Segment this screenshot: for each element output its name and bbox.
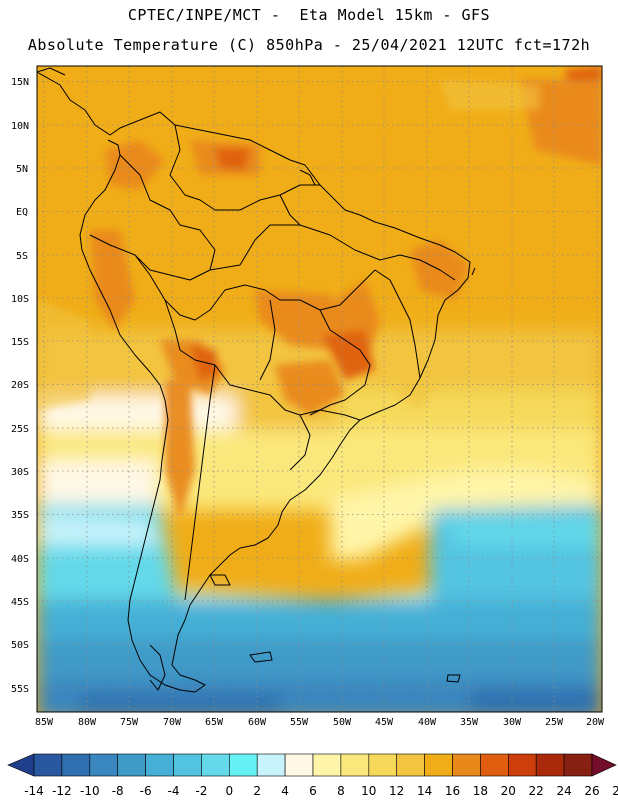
lon-label: 85W bbox=[35, 717, 54, 728]
colorbar-swatch bbox=[201, 753, 230, 777]
colorbar-tick-label: 20 bbox=[501, 784, 516, 798]
map-subtitle: Absolute Temperature (C) 850hPa - 25/04/… bbox=[27, 36, 591, 54]
colorbar-tick-label: 6 bbox=[309, 784, 317, 798]
map-frame bbox=[36, 65, 603, 713]
colorbar: -14 -12 -10 -8 -6 -4 -2 0 2 4 6 8 10 12 14 16 18 20 22 24 26… bbox=[7, 753, 618, 798]
colorbar-swatch bbox=[563, 753, 593, 777]
colorbar-tick-label: 10 bbox=[361, 784, 376, 798]
lat-label: 25S bbox=[11, 424, 29, 435]
colorbar-tick-label: 8 bbox=[337, 784, 345, 798]
colorbar-swatch bbox=[368, 753, 397, 777]
lon-label: 30W bbox=[503, 717, 522, 728]
lat-label: 20S bbox=[11, 380, 29, 391]
lat-label: 35S bbox=[11, 510, 29, 521]
colorbar-end-low bbox=[7, 753, 35, 777]
colorbar-tick-label: 22 bbox=[529, 784, 544, 798]
lon-label: 50W bbox=[333, 717, 352, 728]
colorbar-swatch bbox=[284, 753, 314, 777]
coastlines bbox=[37, 67, 476, 693]
lon-label: 40W bbox=[418, 717, 437, 728]
colorbar-tick-label: 26 bbox=[584, 784, 599, 798]
lon-label: 70W bbox=[163, 717, 182, 728]
lon-label: 45W bbox=[375, 717, 394, 728]
colorbar-swatch bbox=[424, 753, 453, 777]
lon-label: 65W bbox=[205, 717, 224, 728]
colorbar-tick-label: -12 bbox=[52, 784, 72, 798]
colorbar-tick-label: 16 bbox=[445, 784, 460, 798]
map-title: CPTEC/INPE/MCT - Eta Model 15km - GFS bbox=[127, 6, 491, 24]
lon-label: 20W bbox=[586, 717, 605, 728]
colorbar-swatch bbox=[340, 753, 370, 777]
colorbar-swatch bbox=[452, 753, 481, 777]
lon-label: 80W bbox=[78, 717, 97, 728]
lat-label: 5S bbox=[16, 251, 28, 262]
lon-label: 60W bbox=[248, 717, 267, 728]
longitude-labels: 85W 80W 75W 70W 65W 60W 55W 50W 45W 40W … bbox=[35, 717, 605, 728]
lat-label: 45S bbox=[11, 597, 29, 608]
colorbar-swatch bbox=[480, 753, 509, 777]
colorbar-end-high bbox=[591, 753, 617, 777]
colorbar-tick-label: -8 bbox=[112, 784, 124, 798]
colorbar-tick-label: 0 bbox=[225, 784, 233, 798]
lat-label: 40S bbox=[11, 554, 29, 565]
lat-label: 50S bbox=[11, 640, 29, 651]
graticule bbox=[37, 66, 602, 712]
lon-label: 35W bbox=[460, 717, 479, 728]
colorbar-tick-label: -6 bbox=[140, 784, 152, 798]
lat-label: 15S bbox=[11, 337, 29, 348]
colorbar-swatch bbox=[61, 753, 91, 777]
colorbar-swatch bbox=[396, 753, 425, 777]
lat-label: 10S bbox=[11, 294, 29, 305]
colorbar-tick-label: 28 bbox=[612, 784, 618, 798]
colorbar-swatch bbox=[229, 753, 258, 777]
colorbar-swatch bbox=[256, 753, 286, 777]
lon-label: 55W bbox=[290, 717, 309, 728]
lat-label: 55S bbox=[11, 684, 29, 695]
colorbar-tick-label: 12 bbox=[389, 784, 404, 798]
lat-label: 30S bbox=[11, 467, 29, 478]
colorbar-swatch bbox=[312, 753, 342, 777]
colorbar-swatch bbox=[33, 753, 63, 777]
colorbar-tick-label: 14 bbox=[417, 784, 432, 798]
lat-label: 15N bbox=[11, 77, 29, 88]
colorbar-tick-label: 4 bbox=[281, 784, 289, 798]
colorbar-swatch bbox=[173, 753, 202, 777]
lat-label: 10N bbox=[11, 121, 29, 132]
lon-label: 75W bbox=[120, 717, 139, 728]
colorbar-swatch bbox=[145, 753, 174, 777]
colorbar-tick-label: -14 bbox=[24, 784, 44, 798]
lon-label: 25W bbox=[545, 717, 564, 728]
colorbar-tick-label: -10 bbox=[80, 784, 100, 798]
colorbar-tick-label: 24 bbox=[556, 784, 571, 798]
colorbar-tick-label: -4 bbox=[168, 784, 180, 798]
colorbar-tick-label: 18 bbox=[473, 784, 488, 798]
temperature-field bbox=[37, 66, 602, 712]
colorbar-swatch bbox=[535, 753, 565, 777]
colorbar-swatch bbox=[89, 753, 119, 777]
lat-label: EQ bbox=[16, 207, 28, 218]
colorbar-swatch bbox=[507, 753, 537, 777]
colorbar-tick-label: -2 bbox=[195, 784, 207, 798]
colorbar-swatch bbox=[117, 753, 146, 777]
colorbar-tick-label: 2 bbox=[253, 784, 261, 798]
lat-label: 5N bbox=[16, 164, 28, 175]
latitude-labels: 15N 10N 5N EQ 5S 10S 15S 20S 25S 30S 35S… bbox=[11, 77, 29, 695]
